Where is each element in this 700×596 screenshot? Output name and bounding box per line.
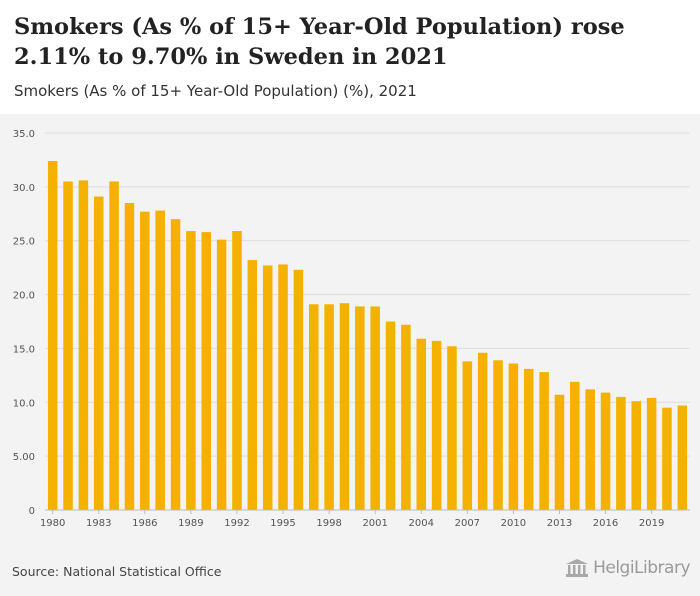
y-tick-label: 5.00: [13, 452, 35, 463]
bar: [186, 231, 196, 510]
x-tick-label: 2019: [639, 518, 664, 529]
y-tick-label: 20.0: [13, 291, 35, 302]
x-tick-label: 2004: [409, 518, 434, 529]
y-tick-label: 25.0: [13, 237, 35, 248]
y-tick-label: 35.0: [13, 129, 35, 140]
bar: [201, 232, 212, 510]
bar: [677, 405, 688, 510]
bar: [339, 303, 350, 510]
bar: [385, 321, 396, 510]
bar: [523, 368, 534, 510]
bar: [416, 338, 427, 510]
bar: [508, 363, 519, 510]
bar: [293, 269, 304, 510]
x-tick-label: 1983: [86, 518, 111, 529]
bar: [109, 181, 119, 510]
bar: [140, 211, 150, 510]
bar: [401, 324, 411, 510]
bar: [63, 181, 73, 510]
library-building-icon: [566, 559, 589, 577]
bar: [324, 304, 334, 510]
bar: [47, 161, 58, 510]
x-tick-label: 1989: [178, 518, 203, 529]
bar: [370, 306, 380, 510]
bar: [155, 210, 165, 510]
x-tick-label: 2010: [501, 518, 526, 529]
bar: [631, 401, 642, 510]
bar: [170, 219, 181, 510]
y-tick-label: 0: [29, 506, 35, 517]
bar: [262, 265, 273, 510]
x-tick-label: 2013: [547, 518, 572, 529]
helgilibrary-logo[interactable]: HelgiLibrary: [565, 558, 690, 578]
x-tick-label: 2007: [455, 518, 480, 529]
bar: [355, 306, 365, 510]
bar: [539, 372, 549, 510]
y-tick-label: 15.0: [13, 344, 35, 355]
bar: [570, 381, 580, 510]
bar: [308, 304, 319, 510]
bar: [93, 196, 104, 510]
x-tick-label: 2016: [593, 518, 618, 529]
page-title: Smokers (As % of 15+ Year-Old Population…: [14, 14, 625, 70]
bar: [462, 361, 473, 510]
x-tick-label: 1998: [316, 518, 341, 529]
x-tick-label: 1980: [40, 518, 65, 529]
bar: [216, 239, 227, 510]
logo-text: HelgiLibrary: [593, 558, 690, 578]
bar: [554, 394, 565, 510]
source-note: Source: National Statistical Office: [12, 564, 222, 579]
bar: [600, 392, 611, 510]
y-tick-label: 10.0: [13, 398, 35, 409]
x-tick-label: 1992: [224, 518, 249, 529]
bar: [124, 203, 135, 510]
chart-subtitle: Smokers (As % of 15+ Year-Old Population…: [14, 82, 417, 100]
header: Smokers (As % of 15+ Year-Old Population…: [0, 0, 700, 114]
x-tick-label: 2001: [362, 518, 387, 529]
bar: [232, 231, 242, 510]
bar: [447, 346, 457, 510]
bar: [278, 264, 288, 510]
bar: [646, 397, 657, 510]
bar: [431, 340, 442, 510]
chart-panel: 0 5.00 10.0 15.0 20.0 25.0 30.0 35.0 1980 1983 198…: [0, 114, 700, 544]
bar: [78, 180, 89, 510]
footer: Source: National Statistical Office Helg…: [0, 544, 700, 596]
bar: [616, 396, 626, 510]
bar: [662, 407, 672, 510]
y-tick-label: 30.0: [13, 183, 35, 194]
bar: [585, 389, 595, 510]
bar-chart: 0 5.00 10.0 15.0 20.0 25.0 30.0 35.0 1980 1983 198…: [13, 129, 690, 529]
bar: [477, 352, 488, 510]
x-tick-label: 1995: [270, 518, 295, 529]
bar: [493, 360, 503, 510]
bar: [247, 260, 258, 510]
x-tick-label: 1986: [132, 518, 157, 529]
